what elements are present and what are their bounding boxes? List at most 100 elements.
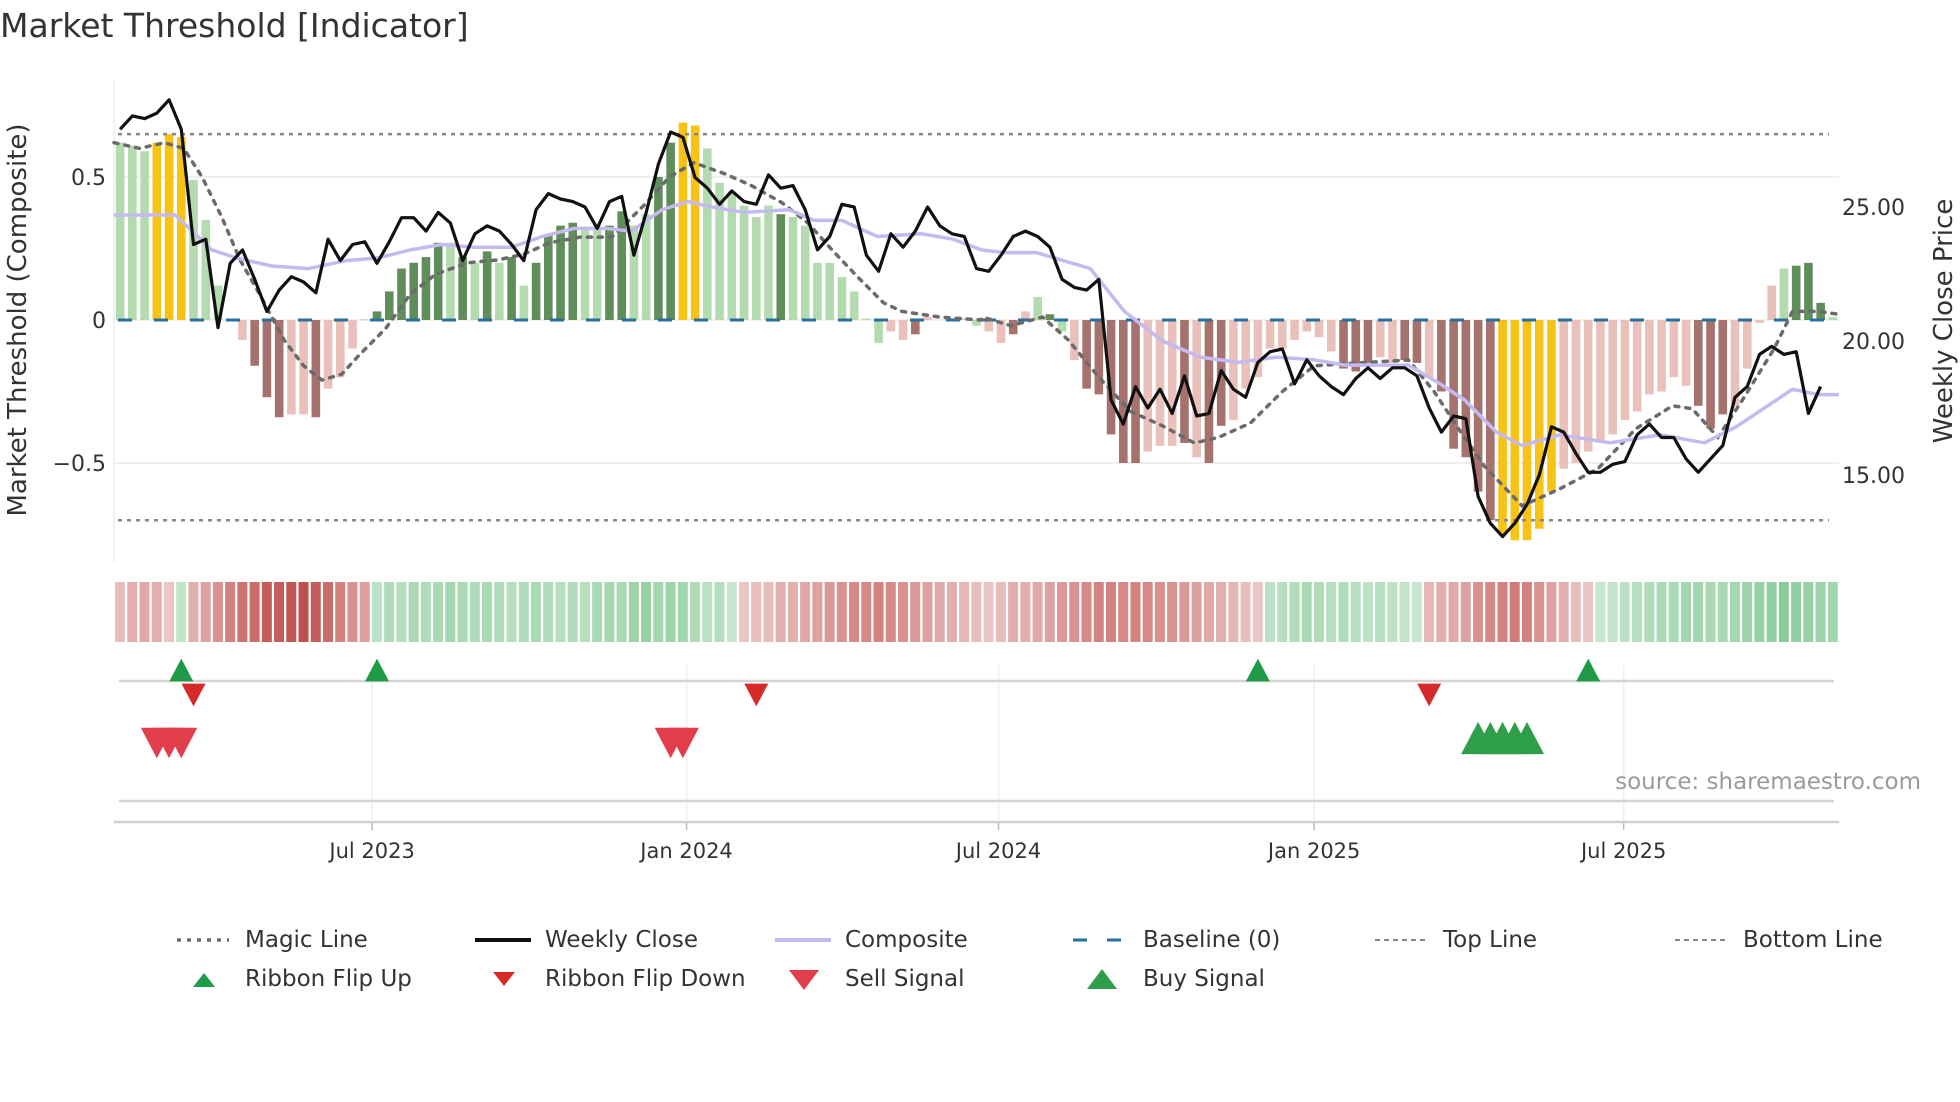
composite-bar	[813, 262, 822, 320]
ribbon-cell	[1240, 582, 1251, 642]
composite-bar	[1694, 320, 1703, 406]
ribbon-cell	[433, 582, 444, 642]
ribbon-cell	[347, 582, 358, 642]
ribbon-cell	[934, 582, 945, 642]
composite-bar	[874, 320, 883, 343]
ribbon-cell	[763, 582, 774, 642]
ribbon-cell	[1644, 582, 1655, 642]
ribbon-cell	[1313, 582, 1324, 642]
y-right-tick-label: 25.00	[1842, 196, 1905, 221]
composite-bar	[800, 225, 810, 320]
composite-bar	[1314, 320, 1324, 338]
ribbon-cell	[1142, 582, 1153, 642]
ribbon-cell	[775, 582, 786, 642]
ribbon-cell	[176, 582, 187, 642]
composite-bar	[1522, 320, 1532, 541]
ribbon-cell	[371, 582, 382, 642]
ribbon-cell	[506, 582, 517, 642]
ribbon-cell	[1436, 582, 1447, 642]
ribbon-cell	[1203, 582, 1214, 642]
composite-bar	[336, 320, 345, 378]
composite-bar	[1363, 320, 1373, 363]
legend-item-flip-down: Ribbon Flip Down	[475, 964, 746, 994]
composite-bar	[1583, 320, 1593, 452]
composite-bar	[348, 320, 357, 349]
composite-bar	[470, 262, 480, 320]
ribbon-cell	[1020, 582, 1031, 642]
y-left-tick-label: 0.5	[71, 166, 106, 191]
composite-bar	[1742, 320, 1752, 369]
legend-item-bottom: Bottom Line	[1673, 925, 1883, 955]
composite-bars	[115, 122, 1838, 541]
legend-label: Top Line	[1443, 927, 1538, 953]
y-right-tick-label: 15.00	[1842, 464, 1905, 489]
ribbon-cell	[690, 582, 701, 642]
composite-bar	[274, 320, 284, 418]
ribbon-flip-down-marker	[181, 683, 206, 707]
composite-bar	[1094, 320, 1104, 395]
ribbon-cell	[1558, 582, 1569, 642]
ribbon-cell	[286, 582, 297, 642]
composite-bar	[1143, 320, 1153, 452]
composite-bar	[1767, 285, 1777, 320]
composite-bar	[727, 191, 737, 320]
x-tick-label: Jan 2025	[1266, 839, 1361, 863]
ribbon-cell	[261, 582, 272, 642]
ribbon-cell	[384, 582, 395, 642]
composite-bar	[164, 134, 174, 320]
ribbon-cell	[494, 582, 505, 642]
legend-item-close: Weekly Close	[475, 925, 698, 955]
ribbon-cell	[225, 582, 236, 642]
composite-bar	[1791, 265, 1801, 320]
ribbon-cell	[1815, 582, 1826, 642]
composite-bar	[629, 225, 639, 320]
ribbon-flip-up-marker	[365, 658, 390, 682]
ribbon-cell	[1827, 582, 1838, 642]
ribbon-cell	[322, 582, 334, 642]
ribbon-cell	[1289, 582, 1300, 642]
composite-bar	[1547, 320, 1556, 492]
ribbon-cell	[469, 582, 480, 642]
ribbon-cell	[812, 582, 823, 642]
x-tick-label: Jul 2023	[327, 839, 414, 863]
y-axis-right-title: Weekly Close Price	[1929, 199, 1959, 444]
ribbon-cell	[1521, 582, 1532, 642]
composite-bar	[1204, 320, 1214, 463]
composite-bar	[984, 320, 994, 332]
composite-bar	[1008, 320, 1018, 335]
composite-bar	[911, 320, 920, 335]
x-tick-label: Jul 2025	[1579, 839, 1666, 863]
ribbon-cell	[677, 582, 688, 642]
ribbon-cell	[1595, 582, 1606, 642]
legend-label: Buy Signal	[1143, 966, 1265, 992]
ribbon-cell	[1154, 582, 1165, 642]
composite-bar	[849, 291, 859, 320]
ribbon-cell	[604, 582, 615, 642]
composite-bar	[507, 257, 516, 320]
composite-bar	[580, 228, 590, 320]
ribbon-cell	[518, 582, 529, 642]
ribbon-cell	[1472, 582, 1484, 642]
ribbon-cell	[1265, 582, 1276, 642]
ribbon-cell	[1301, 582, 1312, 642]
composite-bar	[605, 225, 614, 320]
y-left-tick-label: 0	[92, 309, 106, 334]
ribbon-cell	[482, 582, 493, 642]
composite-bar	[1106, 320, 1116, 435]
composite-bar	[678, 122, 688, 320]
ribbon-cell	[1534, 582, 1545, 642]
x-tick-label: Jan 2024	[638, 839, 733, 863]
legend-item-top: Top Line	[1373, 925, 1537, 955]
composite-bar	[372, 311, 382, 320]
composite-bar	[1180, 320, 1189, 443]
composite-bar	[1461, 320, 1471, 458]
close-swatch-icon	[475, 925, 531, 955]
composite-bar	[323, 320, 333, 389]
composite-bar	[1718, 320, 1728, 415]
composite-bar	[384, 291, 394, 320]
composite-bar	[1755, 320, 1764, 323]
composite-bar	[1045, 314, 1055, 320]
ribbon-cell	[1680, 582, 1691, 642]
ribbon-flip-down-marker	[1417, 683, 1442, 707]
composite-bar	[1082, 320, 1091, 389]
